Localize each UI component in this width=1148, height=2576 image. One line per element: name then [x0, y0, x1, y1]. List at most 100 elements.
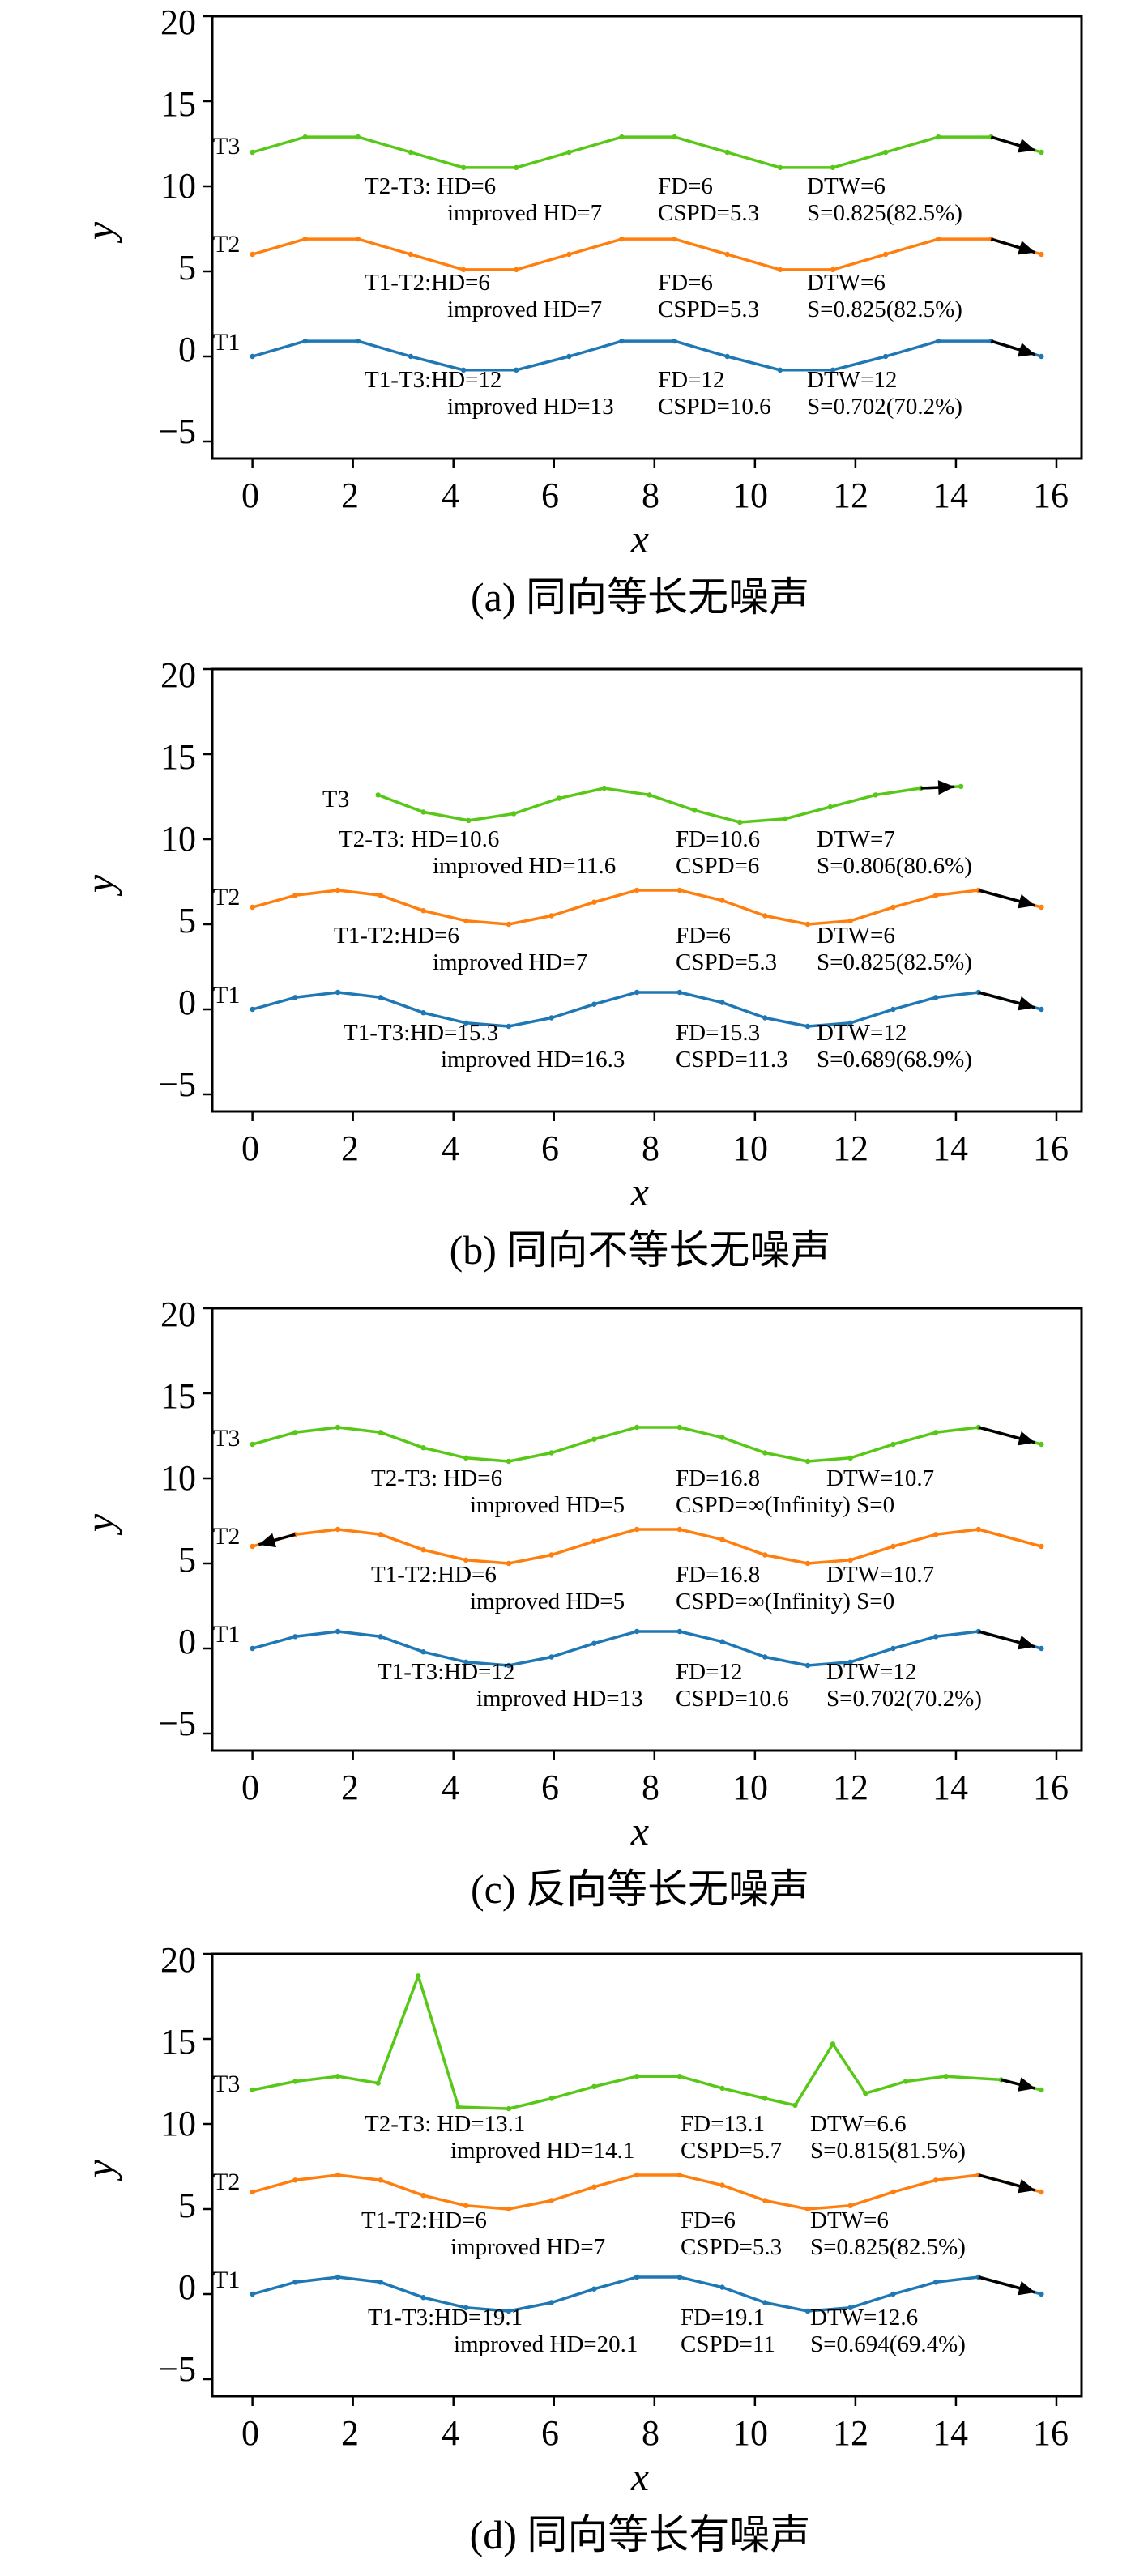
data-point-t1	[335, 989, 341, 996]
data-point-t3	[510, 811, 517, 817]
ytick-label: 10	[160, 819, 196, 859]
annotation: T1-T3:HD=12	[365, 367, 501, 393]
data-point-t2	[506, 1560, 512, 1567]
data-point-t3	[762, 2096, 768, 2101]
annotation: S=0.825(82.5%)	[810, 2234, 966, 2260]
data-point-t2	[378, 2177, 383, 2183]
xtick-label: 16	[1033, 476, 1069, 515]
xtick-label: 14	[932, 1768, 968, 1807]
data-point-t1	[463, 1020, 469, 1026]
data-point-t2	[506, 2206, 512, 2212]
xtick-label: 16	[1033, 1128, 1069, 1168]
data-point-t1	[1039, 2291, 1044, 2297]
panel-c: 0 2 4 6 8 10 12 14 16 −5 0 5 10 15 20 x …	[77, 1294, 1083, 1912]
data-point-t3	[466, 817, 472, 824]
xtick-label: 8	[642, 2413, 659, 2453]
data-point-t3	[724, 149, 730, 156]
data-point-t3	[292, 1430, 298, 1435]
data-point-t2	[804, 921, 811, 928]
ytick-label: 5	[178, 1540, 196, 1580]
data-point-t2	[378, 1532, 383, 1537]
data-point-t2	[463, 1557, 469, 1563]
data-point-t3	[782, 816, 788, 821]
annotation: S=0.825(82.5%)	[807, 296, 962, 322]
direction-arrowhead-t2	[1018, 2178, 1035, 2194]
data-point-t1	[292, 1634, 298, 1640]
data-point-t2	[463, 918, 469, 923]
data-point-t2	[619, 236, 625, 242]
data-point-t1	[506, 2308, 512, 2314]
data-point-t2	[890, 2189, 896, 2195]
data-point-t2	[1039, 2189, 1044, 2195]
ytick-label: 5	[178, 248, 196, 288]
data-point-t3	[737, 819, 743, 825]
series-line-t3	[252, 135, 1042, 169]
plot-area-b	[203, 667, 1083, 1121]
xtick-label: 4	[442, 2413, 459, 2453]
xtick-label: 14	[932, 2413, 968, 2453]
data-point-t2	[420, 1547, 426, 1553]
data-point-t2	[250, 1543, 255, 1550]
data-point-t2	[882, 251, 889, 258]
data-point-t1	[408, 353, 414, 360]
data-point-t2	[463, 2203, 469, 2208]
plot-frame	[211, 1952, 1083, 2398]
series-line-t2	[252, 237, 1042, 271]
annotation: improved HD=7	[447, 296, 602, 322]
xtick-label: 6	[541, 476, 559, 515]
annotation: CSPD=11.3	[676, 1047, 788, 1073]
xtick-label: 0	[241, 1128, 259, 1168]
annotation: FD=16.8	[676, 1465, 760, 1491]
data-point-t3	[672, 134, 677, 140]
ytick-label: 10	[160, 166, 196, 206]
data-point-t3	[463, 1455, 469, 1461]
data-point-t3	[548, 2096, 554, 2101]
data-point-t1	[724, 353, 730, 360]
xtick-label: 2	[341, 1768, 359, 1807]
annotation: DTW=12	[826, 1659, 916, 1685]
data-point-t1	[514, 367, 519, 373]
data-point-t3	[692, 808, 698, 813]
data-point-t1	[804, 1662, 811, 1669]
annotation: T2-T3: HD=10.6	[339, 826, 499, 852]
data-point-t3	[619, 134, 625, 140]
annotation: FD=19.1	[681, 2305, 765, 2331]
data-point-t2	[932, 2177, 939, 2183]
data-point-t2	[932, 1532, 939, 1537]
ytick-label: 10	[160, 1458, 196, 1498]
data-point-t3	[804, 1458, 811, 1465]
data-point-t2	[719, 2182, 725, 2188]
data-point-t1	[420, 2295, 426, 2301]
data-point-t3	[932, 1430, 939, 1435]
series-label-t1: T1	[213, 2267, 240, 2293]
data-point-t1	[762, 1654, 768, 1660]
data-point-t2	[335, 2172, 341, 2178]
data-point-t3	[548, 1450, 554, 1456]
data-point-t3	[958, 783, 964, 790]
annotation: S=0.825(82.5%)	[817, 949, 972, 975]
data-point-t2	[672, 236, 677, 242]
series-label-t3: T3	[213, 2071, 240, 2097]
data-point-t1	[292, 995, 298, 1000]
data-point-t1	[936, 338, 941, 344]
data-point-t1	[619, 338, 625, 344]
annotation: CSPD=5.3	[658, 200, 759, 226]
xtick-label: 8	[642, 1768, 659, 1807]
data-point-t1	[463, 2305, 469, 2310]
xtick-label: 16	[1033, 2413, 1069, 2453]
data-point-t1	[548, 2300, 554, 2305]
panel-caption: (b) 同向不等长无噪声	[450, 1227, 831, 1273]
data-point-t1	[672, 338, 677, 344]
data-point-t3	[890, 1441, 896, 1448]
data-point-t2	[548, 1552, 554, 1558]
data-point-t1	[676, 989, 683, 996]
data-point-t1	[719, 1639, 725, 1644]
data-point-t3	[591, 1436, 597, 1442]
annotation: FD=6	[676, 923, 731, 949]
annotation: CSPD=10.6	[658, 394, 771, 420]
data-point-t1	[335, 1628, 341, 1635]
ytick-label: −5	[158, 2349, 196, 2389]
annotation: T1-T3:HD=19.1	[368, 2305, 523, 2331]
annotation: CSPD=10.6	[676, 1686, 789, 1712]
direction-arrowhead-t3	[937, 780, 955, 795]
